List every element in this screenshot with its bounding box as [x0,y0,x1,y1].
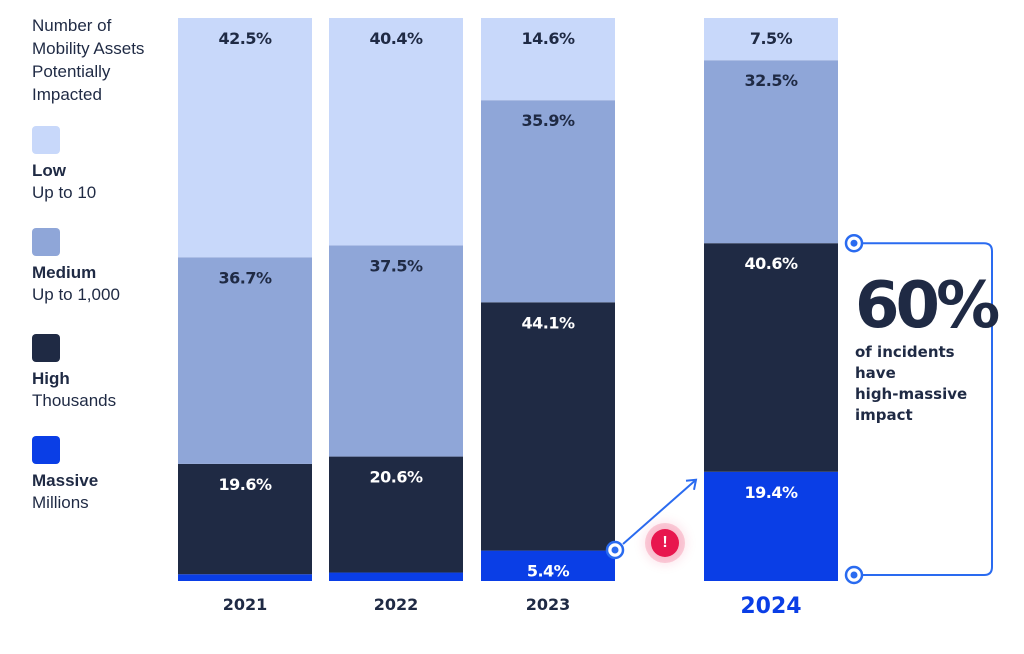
legend-name-medium: Medium [32,263,97,282]
bar-segment-low-2024 [704,18,838,61]
value-label-low-2024: 7.5% [750,29,793,48]
bar-segment-low-2023 [481,18,615,101]
bar-segment-medium-2024 [704,60,838,244]
value-label-low-2022: 40.4% [369,29,422,48]
bar-segment-massive-2023 [481,550,615,581]
value-label-high-2023: 44.1% [521,313,574,332]
legend-swatch-high [32,334,60,362]
connector-arrowhead [685,478,698,490]
bar-segment-low-2022 [329,18,463,246]
bar-segment-massive-2021 [178,574,312,581]
year-label-2022: 2022 [374,595,419,614]
legend-desc-high: Thousands [32,391,117,410]
bar-segment-low-2021 [178,18,312,258]
value-label-high-2022: 20.6% [369,468,422,487]
legend: Number of Mobility Assets Potentially Im… [32,14,172,512]
legend-desc-medium: Up to 1,000 [32,285,120,304]
value-label-medium-2023: 35.9% [521,111,574,130]
legend-item-high: High Thousands [32,334,116,412]
bar-segment-high-2024 [704,243,838,472]
bar-segment-high-2022 [329,456,463,573]
value-label-massive-2023: 5.4% [527,562,570,581]
value-label-medium-2022: 37.5% [369,256,422,275]
bar-segment-high-2021 [178,463,312,575]
exclamation-icon[interactable]: ! [651,529,679,557]
bar-segment-massive-2022 [329,572,463,581]
value-label-massive-2021: 1.2% [224,585,267,604]
value-label-massive-2022: 1.5% [375,584,418,603]
year-label-2024: 2024 [740,594,801,619]
legend-swatch-medium [32,228,60,256]
value-label-high-2021: 19.6% [218,475,271,494]
connector-start-dot [611,546,619,554]
connector-line [622,479,697,545]
bracket-dot-bottom [850,571,858,579]
bar-segment-massive-2024 [704,471,838,581]
legend-desc-low: Up to 10 [32,183,97,202]
legend-item-medium: Medium Up to 1,000 [32,228,120,306]
year-label-2021: 2021 [223,595,268,614]
legend-desc-massive: Millions [32,493,89,512]
value-label-medium-2024: 32.5% [744,71,797,90]
year-label-2023: 2023 [526,595,571,614]
callout-value: 60% [855,269,1000,343]
legend-item-low: Low Up to 10 [32,126,96,204]
legend-title: Number of Mobility Assets Potentially Im… [32,16,145,104]
legend-name-massive: Massive [32,471,99,490]
legend-name-high: High [32,369,70,388]
value-label-low-2021: 42.5% [218,29,271,48]
bar-segment-medium-2023 [481,100,615,303]
bracket-dot-top [850,239,858,247]
bar-segment-medium-2022 [329,245,463,457]
legend-swatch-low [32,126,60,154]
callout: 60% of incidents have high-massive impac… [855,269,1000,426]
value-label-massive-2024: 19.4% [744,483,797,502]
callout-text: of incidents have high-massive impact [855,343,968,424]
legend-swatch-massive [32,436,60,464]
value-label-low-2023: 14.6% [521,29,574,48]
legend-item-massive: Massive Millions [32,436,98,514]
bar-segment-medium-2021 [178,257,312,464]
value-label-high-2024: 40.6% [744,254,797,273]
bar-segment-high-2023 [481,302,615,551]
legend-name-low: Low [32,161,66,180]
value-label-medium-2021: 36.7% [218,268,271,287]
bracket-line [862,242,993,576]
